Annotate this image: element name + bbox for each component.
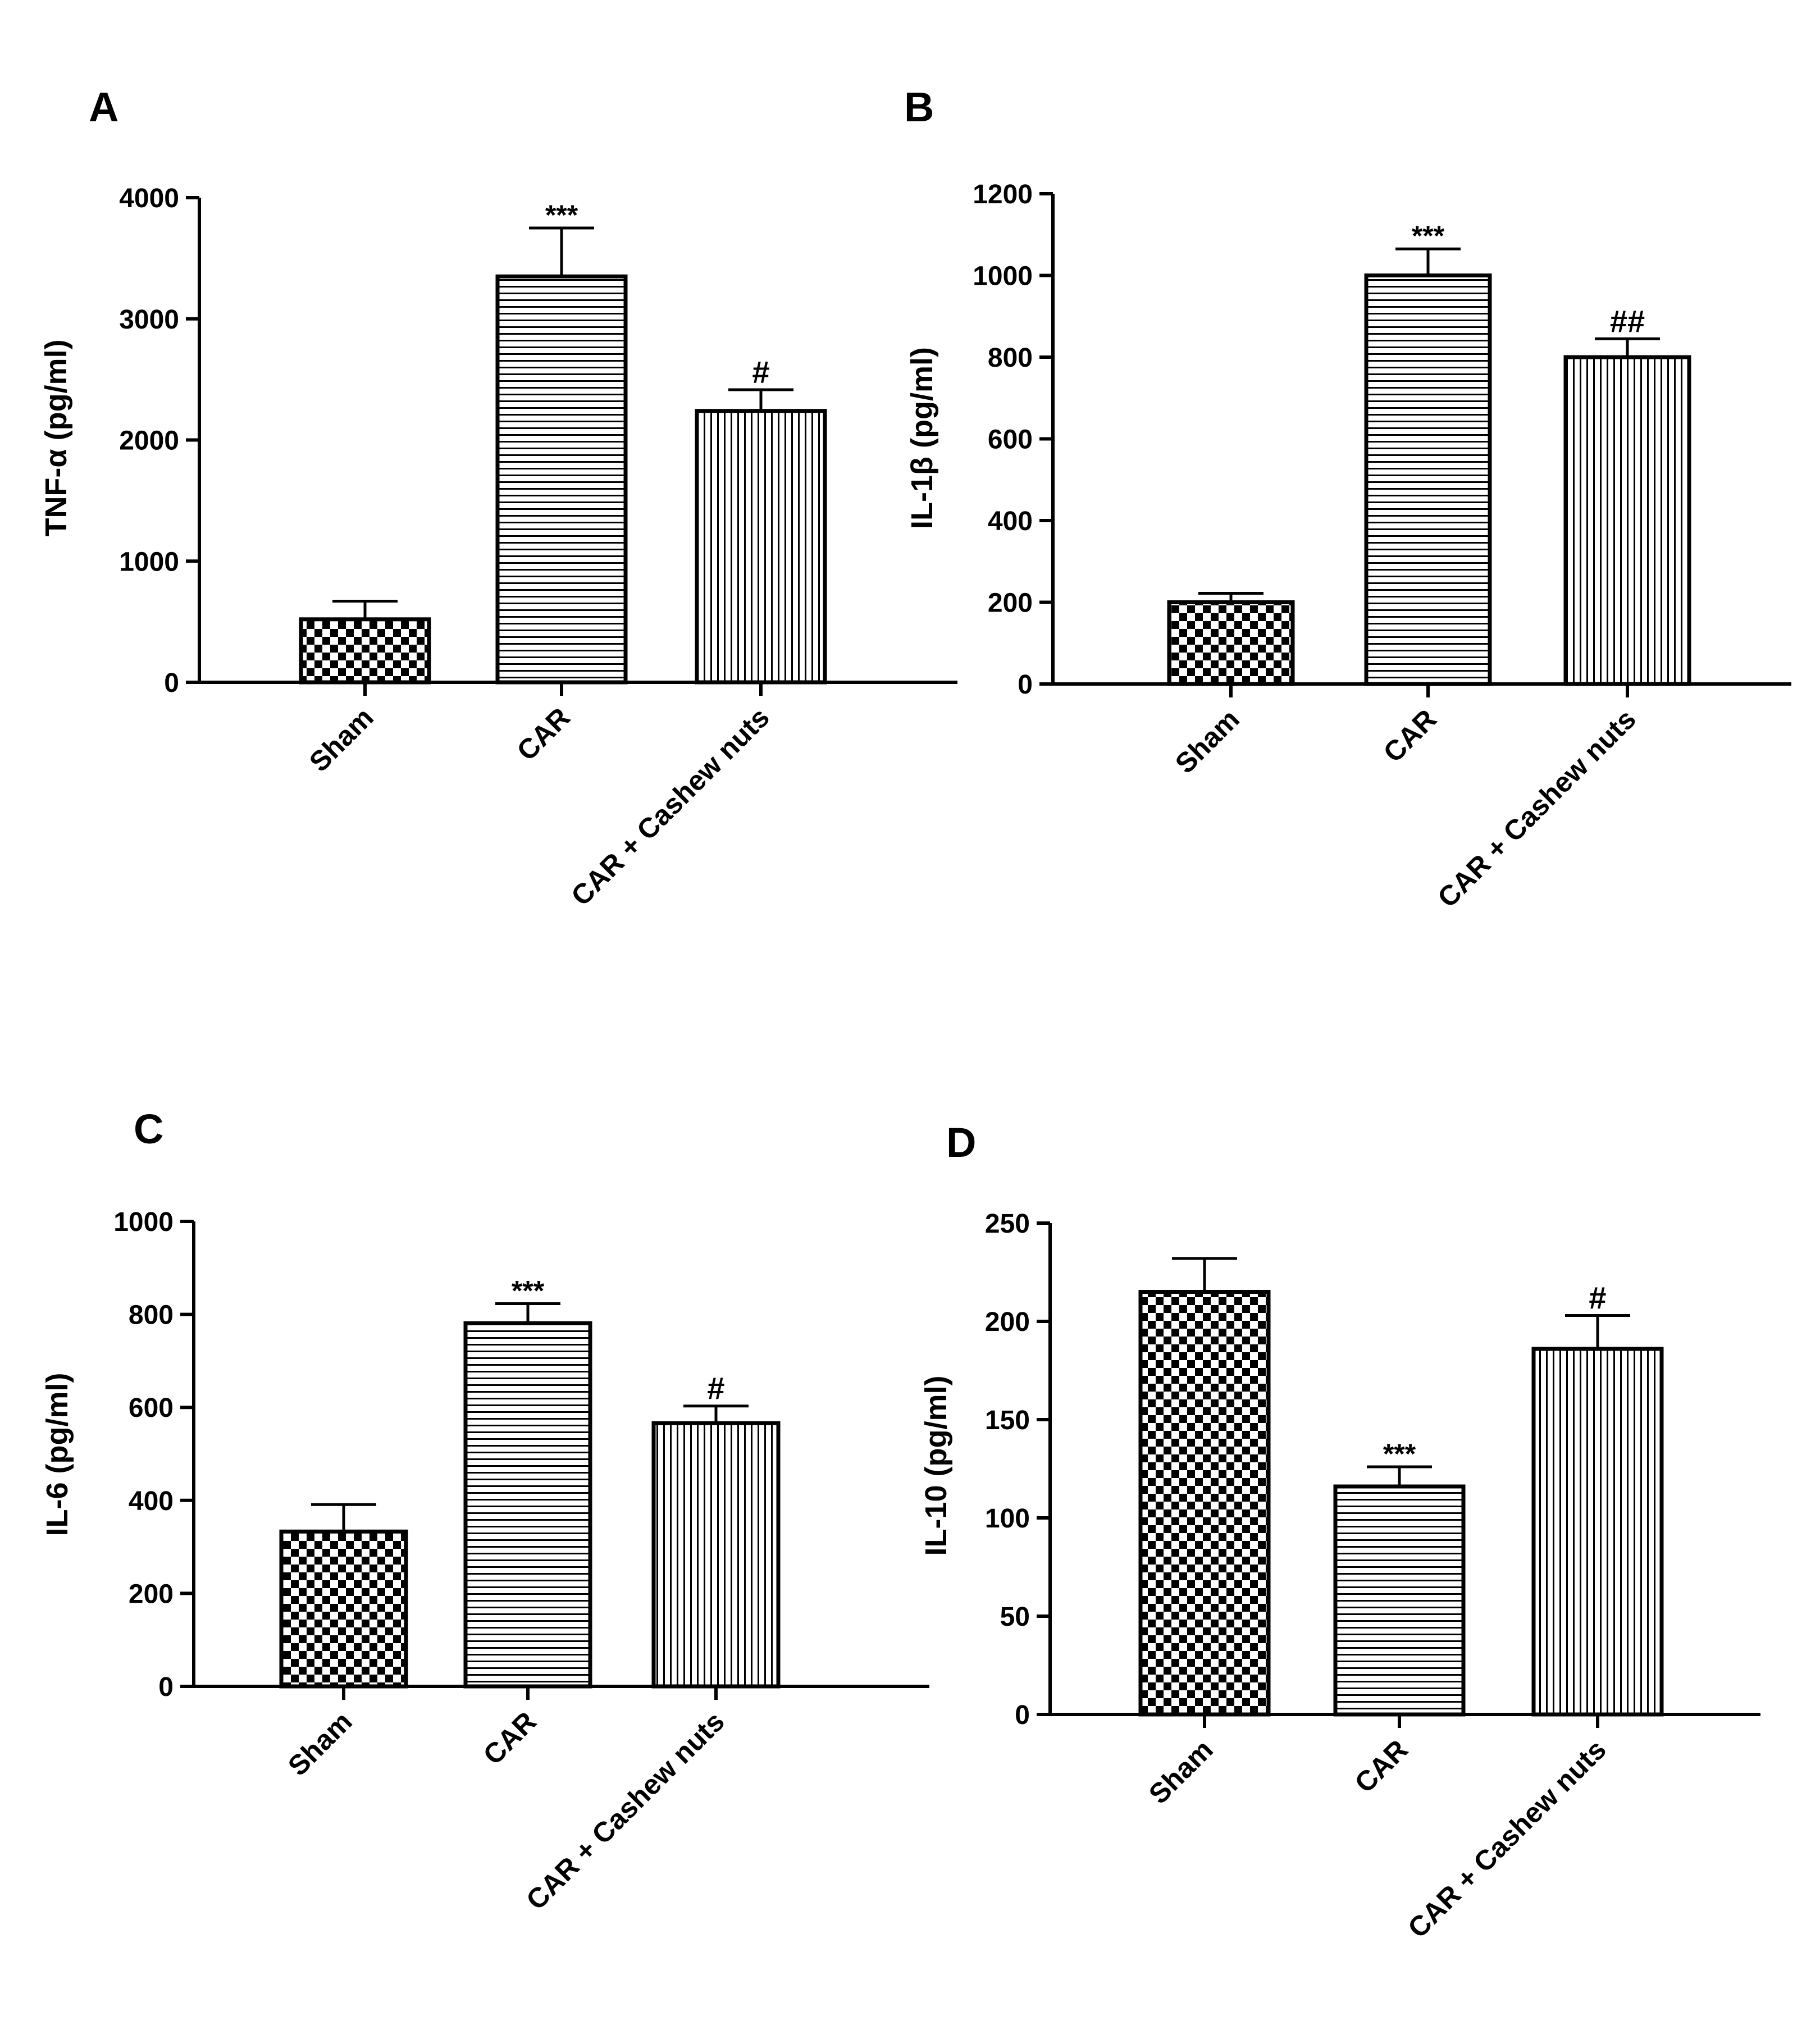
annotation-d-2: # [1589,1280,1606,1316]
y-tick-label-a-4: 4000 [119,184,179,213]
panel-c: 0 200 400 600 800 1000 IL-6 (pg/ml) Sham *** CAR #… [40,1207,929,1916]
annotation-a-2: # [752,354,769,390]
y-tick-label-c-0: 0 [158,1672,174,1702]
bar-d-0 [1138,1290,1271,1717]
y-axis-title-a: TNF-α (pg/ml) [39,339,73,536]
bar-b-0 [1167,600,1295,686]
y-tick-label-b-2: 400 [988,507,1033,536]
y-tick-label-b-4: 800 [988,343,1033,373]
category-label-b-0: Sham [1169,703,1246,779]
y-tick-label-d-2: 100 [985,1504,1030,1534]
bar-d-1 [1333,1484,1466,1717]
category-label-d-2: CAR + Cashew nuts [1402,1734,1612,1944]
annotation-d-1: *** [1383,1438,1416,1470]
y-tick-label-c-3: 600 [129,1393,174,1423]
y-tick-label-a-2: 2000 [119,426,179,456]
y-tick-label-d-0: 0 [1015,1700,1030,1730]
panel-d: 0 50 100 150 200 250 IL-10 (pg/ml) Sham *** CAR # C… [919,1209,1760,1944]
y-tick-label-b-3: 600 [988,425,1033,455]
bar-a-0 [299,617,431,685]
y-tick-label-c-2: 400 [129,1486,174,1516]
category-label-a-0: Sham [303,701,380,778]
bar-d-2 [1531,1347,1664,1717]
y-tick-label-b-1: 200 [988,589,1033,618]
y-axis-title-d: IL-10 (pg/ml) [919,1376,953,1556]
bar-a-1 [495,274,628,685]
annotation-c-1: *** [512,1275,545,1307]
annotation-c-2: # [707,1371,724,1406]
y-tick-label-a-3: 3000 [119,305,179,335]
category-label-c-2: CAR + Cashew nuts [520,1705,731,1916]
category-label-a-2: CAR + Cashew nuts [565,701,776,912]
category-label-b-2: CAR + Cashew nuts [1431,703,1642,914]
y-tick-label-c-4: 800 [129,1301,174,1330]
panel-label-c: C [134,1106,164,1152]
y-tick-label-d-5: 250 [985,1209,1030,1239]
y-tick-label-d-3: 150 [985,1406,1030,1435]
annotation-a-1: *** [545,199,578,231]
panel-a: 0 1000 2000 3000 4000 TNF-α (pg/ml) Sham *** CAR… [39,184,957,912]
panel-label-b: B [904,84,934,130]
y-tick-label-c-5: 1000 [113,1207,174,1237]
category-label-c-1: CAR [477,1705,542,1771]
bar-c-1 [463,1321,592,1689]
y-tick-label-a-0: 0 [164,668,179,698]
category-label-d-0: Sham [1143,1734,1219,1810]
panel-b: 0 200 400 600 800 1000 1200 IL-1β (pg/ml) Sham **… [905,180,1791,914]
category-label-a-1: CAR [511,701,576,767]
annotation-b-1: *** [1412,220,1445,252]
bar-c-0 [279,1529,408,1689]
y-tick-label-d-1: 50 [1000,1602,1030,1632]
bar-b-1 [1364,273,1492,686]
y-tick-label-b-5: 1000 [973,262,1033,291]
bar-b-2 [1563,355,1691,686]
y-tick-label-b-6: 1200 [973,180,1033,209]
category-label-d-1: CAR [1349,1734,1414,1799]
bar-a-2 [695,409,827,685]
y-tick-label-c-1: 200 [129,1579,174,1609]
panel-label-a: A [89,84,119,130]
y-axis-title-b: IL-1β (pg/ml) [905,347,939,529]
y-tick-label-a-1: 1000 [119,547,179,577]
annotation-b-2: ## [1610,303,1645,339]
y-tick-label-b-0: 0 [1018,670,1033,700]
category-label-c-0: Sham [282,1705,358,1782]
y-axis-title-c: IL-6 (pg/ml) [40,1373,74,1536]
category-label-b-1: CAR [1377,703,1443,768]
y-tick-label-d-4: 200 [985,1307,1030,1337]
panel-label-d: D [946,1119,977,1166]
bar-c-2 [651,1421,781,1689]
